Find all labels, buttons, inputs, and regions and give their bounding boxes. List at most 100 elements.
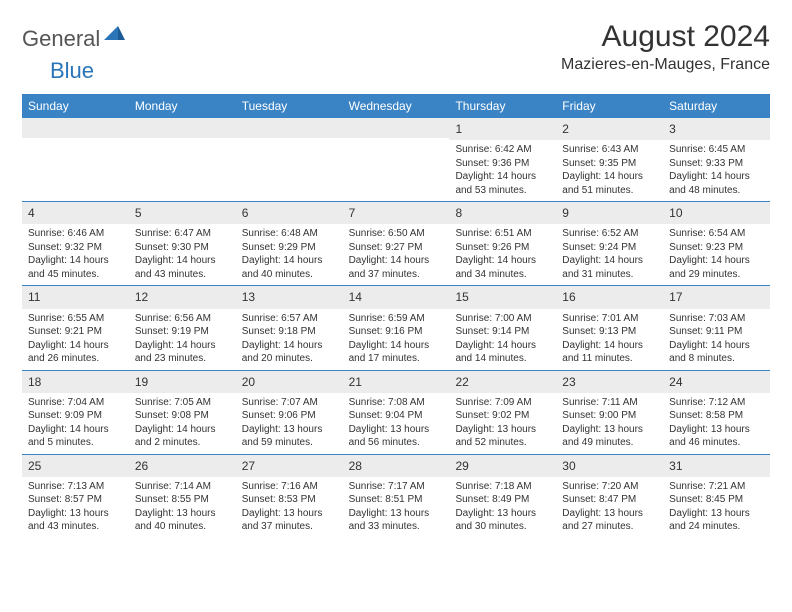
day-content: Sunrise: 7:00 AMSunset: 9:14 PMDaylight:… (449, 309, 556, 370)
daylight-line: Daylight: 14 hours and 2 minutes. (135, 423, 230, 450)
day-content: Sunrise: 7:07 AMSunset: 9:06 PMDaylight:… (236, 393, 343, 454)
weekday-header: Tuesday (236, 94, 343, 118)
sunrise-line: Sunrise: 6:43 AM (562, 143, 657, 157)
daylight-line: Daylight: 13 hours and 37 minutes. (242, 507, 337, 534)
day-content: Sunrise: 7:12 AMSunset: 8:58 PMDaylight:… (663, 393, 770, 454)
day-content: Sunrise: 6:55 AMSunset: 9:21 PMDaylight:… (22, 309, 129, 370)
calendar-week: 11Sunrise: 6:55 AMSunset: 9:21 PMDayligh… (22, 286, 770, 370)
sunset-line: Sunset: 9:30 PM (135, 241, 230, 255)
daylight-line: Daylight: 13 hours and 49 minutes. (562, 423, 657, 450)
sunrise-line: Sunrise: 7:01 AM (562, 312, 657, 326)
calendar-day-cell: 9Sunrise: 6:52 AMSunset: 9:24 PMDaylight… (556, 202, 663, 285)
sunrise-line: Sunrise: 7:18 AM (455, 480, 550, 494)
calendar-day-cell (22, 118, 129, 201)
calendar-day-cell (129, 118, 236, 201)
day-number (22, 118, 129, 138)
day-content: Sunrise: 6:59 AMSunset: 9:16 PMDaylight:… (343, 309, 450, 370)
calendar-day-cell: 29Sunrise: 7:18 AMSunset: 8:49 PMDayligh… (449, 455, 556, 538)
day-content: Sunrise: 6:42 AMSunset: 9:36 PMDaylight:… (449, 140, 556, 201)
sunset-line: Sunset: 9:00 PM (562, 409, 657, 423)
sunset-line: Sunset: 9:23 PM (669, 241, 764, 255)
daylight-line: Daylight: 14 hours and 53 minutes. (455, 170, 550, 197)
day-number: 17 (663, 286, 770, 308)
logo-triangle-icon (104, 24, 126, 47)
daylight-line: Daylight: 13 hours and 33 minutes. (349, 507, 444, 534)
day-number: 7 (343, 202, 450, 224)
sunrise-line: Sunrise: 7:00 AM (455, 312, 550, 326)
month-title: August 2024 (561, 20, 770, 54)
day-number: 18 (22, 371, 129, 393)
sunset-line: Sunset: 9:08 PM (135, 409, 230, 423)
weekday-header: Monday (129, 94, 236, 118)
day-content: Sunrise: 7:08 AMSunset: 9:04 PMDaylight:… (343, 393, 450, 454)
calendar-day-cell: 7Sunrise: 6:50 AMSunset: 9:27 PMDaylight… (343, 202, 450, 285)
calendar-day-cell: 13Sunrise: 6:57 AMSunset: 9:18 PMDayligh… (236, 286, 343, 369)
logo-text-blue: Blue (50, 58, 94, 84)
calendar-week: 18Sunrise: 7:04 AMSunset: 9:09 PMDayligh… (22, 371, 770, 455)
daylight-line: Daylight: 14 hours and 17 minutes. (349, 339, 444, 366)
daylight-line: Daylight: 14 hours and 29 minutes. (669, 254, 764, 281)
day-number: 20 (236, 371, 343, 393)
daylight-line: Daylight: 13 hours and 46 minutes. (669, 423, 764, 450)
sunrise-line: Sunrise: 6:48 AM (242, 227, 337, 241)
day-content: Sunrise: 7:09 AMSunset: 9:02 PMDaylight:… (449, 393, 556, 454)
calendar-day-cell: 20Sunrise: 7:07 AMSunset: 9:06 PMDayligh… (236, 371, 343, 454)
daylight-line: Daylight: 13 hours and 43 minutes. (28, 507, 123, 534)
sunset-line: Sunset: 9:02 PM (455, 409, 550, 423)
day-content: Sunrise: 7:20 AMSunset: 8:47 PMDaylight:… (556, 477, 663, 538)
day-number: 26 (129, 455, 236, 477)
day-number: 13 (236, 286, 343, 308)
sunrise-line: Sunrise: 7:16 AM (242, 480, 337, 494)
day-number: 29 (449, 455, 556, 477)
day-number: 25 (22, 455, 129, 477)
calendar-day-cell: 1Sunrise: 6:42 AMSunset: 9:36 PMDaylight… (449, 118, 556, 201)
daylight-line: Daylight: 13 hours and 52 minutes. (455, 423, 550, 450)
calendar-day-cell: 19Sunrise: 7:05 AMSunset: 9:08 PMDayligh… (129, 371, 236, 454)
day-content: Sunrise: 7:04 AMSunset: 9:09 PMDaylight:… (22, 393, 129, 454)
sunrise-line: Sunrise: 6:57 AM (242, 312, 337, 326)
calendar-day-cell: 21Sunrise: 7:08 AMSunset: 9:04 PMDayligh… (343, 371, 450, 454)
calendar-week: 25Sunrise: 7:13 AMSunset: 8:57 PMDayligh… (22, 455, 770, 538)
daylight-line: Daylight: 13 hours and 27 minutes. (562, 507, 657, 534)
day-number: 4 (22, 202, 129, 224)
day-content: Sunrise: 6:56 AMSunset: 9:19 PMDaylight:… (129, 309, 236, 370)
daylight-line: Daylight: 14 hours and 5 minutes. (28, 423, 123, 450)
title-block: August 2024 Mazieres-en-Mauges, France (561, 20, 770, 74)
day-content: Sunrise: 6:57 AMSunset: 9:18 PMDaylight:… (236, 309, 343, 370)
sunrise-line: Sunrise: 6:55 AM (28, 312, 123, 326)
day-content: Sunrise: 6:51 AMSunset: 9:26 PMDaylight:… (449, 224, 556, 285)
day-number: 1 (449, 118, 556, 140)
calendar-day-cell (236, 118, 343, 201)
calendar-day-cell: 22Sunrise: 7:09 AMSunset: 9:02 PMDayligh… (449, 371, 556, 454)
sunset-line: Sunset: 8:49 PM (455, 493, 550, 507)
sunset-line: Sunset: 9:19 PM (135, 325, 230, 339)
day-content: Sunrise: 7:05 AMSunset: 9:08 PMDaylight:… (129, 393, 236, 454)
calendar-day-cell: 27Sunrise: 7:16 AMSunset: 8:53 PMDayligh… (236, 455, 343, 538)
calendar-day-cell: 28Sunrise: 7:17 AMSunset: 8:51 PMDayligh… (343, 455, 450, 538)
day-content: Sunrise: 7:16 AMSunset: 8:53 PMDaylight:… (236, 477, 343, 538)
sunset-line: Sunset: 8:47 PM (562, 493, 657, 507)
day-number (343, 118, 450, 138)
daylight-line: Daylight: 13 hours and 40 minutes. (135, 507, 230, 534)
sunrise-line: Sunrise: 7:09 AM (455, 396, 550, 410)
sunrise-line: Sunrise: 6:50 AM (349, 227, 444, 241)
calendar-day-cell: 30Sunrise: 7:20 AMSunset: 8:47 PMDayligh… (556, 455, 663, 538)
day-number: 6 (236, 202, 343, 224)
day-number: 3 (663, 118, 770, 140)
day-content: Sunrise: 6:45 AMSunset: 9:33 PMDaylight:… (663, 140, 770, 201)
day-number: 12 (129, 286, 236, 308)
calendar-day-cell: 31Sunrise: 7:21 AMSunset: 8:45 PMDayligh… (663, 455, 770, 538)
day-number: 5 (129, 202, 236, 224)
weekday-header: Thursday (449, 94, 556, 118)
logo: General (22, 26, 128, 52)
day-number: 15 (449, 286, 556, 308)
sunset-line: Sunset: 8:55 PM (135, 493, 230, 507)
sunrise-line: Sunrise: 7:03 AM (669, 312, 764, 326)
calendar-day-cell: 2Sunrise: 6:43 AMSunset: 9:35 PMDaylight… (556, 118, 663, 201)
sunset-line: Sunset: 9:26 PM (455, 241, 550, 255)
sunrise-line: Sunrise: 6:54 AM (669, 227, 764, 241)
calendar-week: 1Sunrise: 6:42 AMSunset: 9:36 PMDaylight… (22, 118, 770, 202)
calendar-day-cell: 5Sunrise: 6:47 AMSunset: 9:30 PMDaylight… (129, 202, 236, 285)
sunrise-line: Sunrise: 6:59 AM (349, 312, 444, 326)
weekday-header: Friday (556, 94, 663, 118)
